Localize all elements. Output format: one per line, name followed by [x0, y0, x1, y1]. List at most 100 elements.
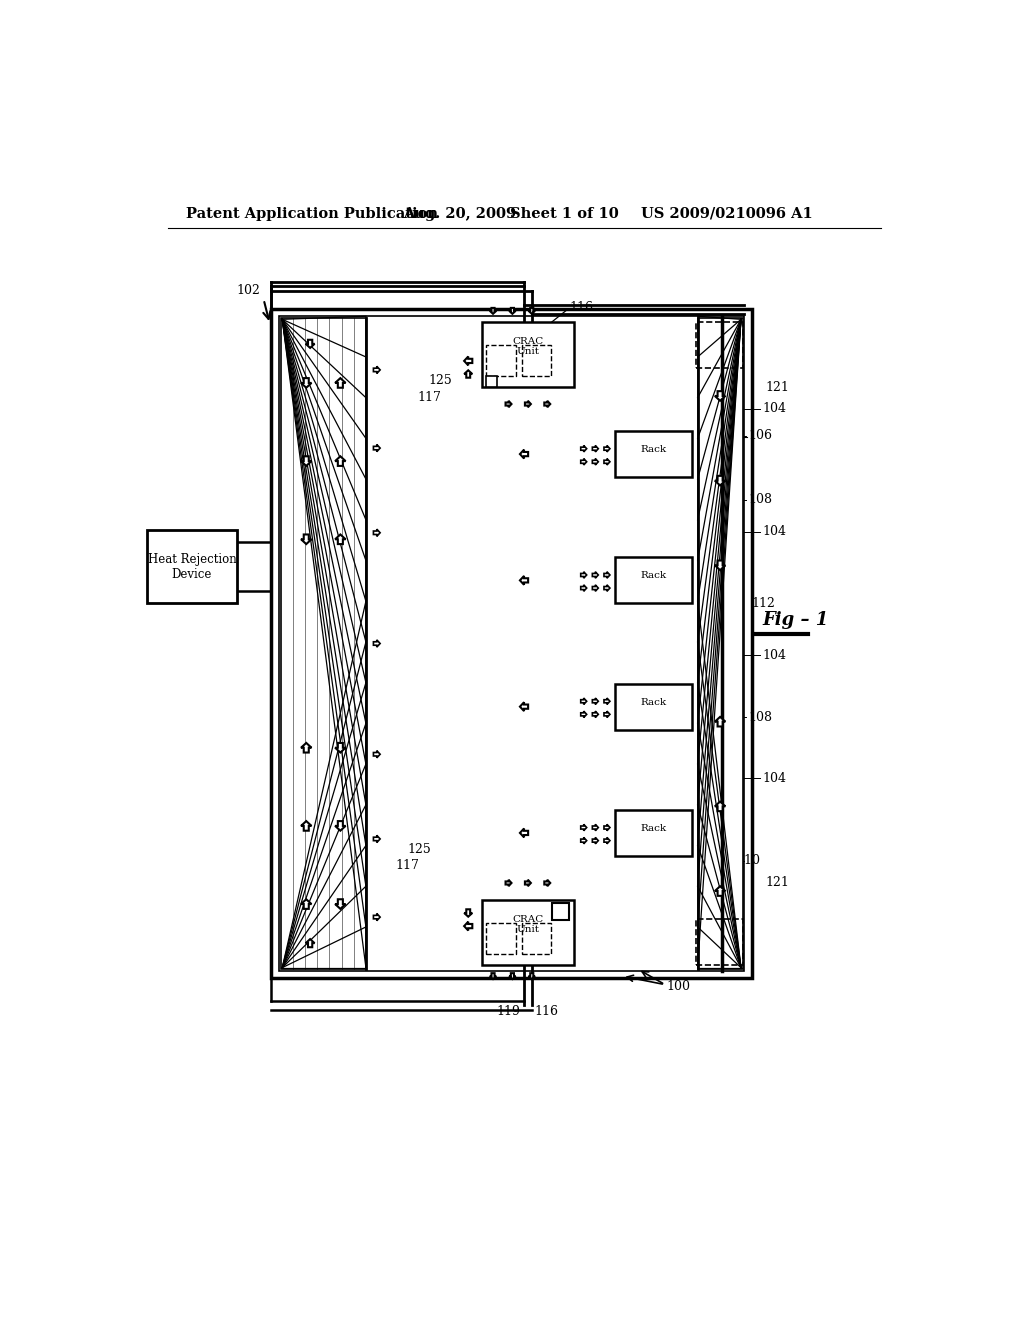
Bar: [696, 322, 742, 368]
Polygon shape: [715, 801, 725, 812]
Text: 114: 114: [713, 585, 737, 598]
Bar: [614, 684, 692, 730]
Text: 117: 117: [417, 391, 441, 404]
Polygon shape: [335, 378, 345, 388]
Bar: [696, 919, 742, 965]
Text: 116: 116: [569, 301, 594, 314]
Polygon shape: [301, 899, 311, 909]
Polygon shape: [509, 973, 516, 979]
Polygon shape: [509, 308, 516, 314]
Bar: [482, 900, 573, 965]
Polygon shape: [581, 824, 587, 830]
Polygon shape: [301, 457, 311, 466]
Polygon shape: [604, 572, 610, 578]
Polygon shape: [604, 585, 610, 591]
Polygon shape: [301, 378, 311, 388]
Bar: [280, 317, 744, 970]
Polygon shape: [335, 899, 345, 909]
Text: 116: 116: [535, 1005, 559, 1018]
Text: CRAC
Unit: CRAC Unit: [512, 915, 544, 935]
Polygon shape: [301, 743, 311, 752]
Text: 125: 125: [407, 843, 431, 857]
Bar: [486, 923, 515, 954]
Text: 110: 110: [736, 854, 761, 867]
Bar: [521, 345, 551, 376]
Polygon shape: [604, 698, 610, 705]
Text: 104: 104: [762, 525, 786, 539]
Text: Fig – 1: Fig – 1: [762, 611, 828, 630]
Polygon shape: [545, 879, 550, 886]
Polygon shape: [464, 371, 472, 378]
Polygon shape: [506, 401, 512, 408]
Polygon shape: [592, 711, 598, 718]
Polygon shape: [581, 572, 587, 578]
Polygon shape: [520, 576, 528, 585]
Polygon shape: [592, 585, 598, 591]
Polygon shape: [604, 458, 610, 465]
Polygon shape: [374, 751, 380, 758]
Text: 117: 117: [395, 859, 419, 871]
Polygon shape: [301, 821, 311, 830]
Polygon shape: [374, 836, 380, 842]
Polygon shape: [506, 879, 512, 886]
Bar: [486, 376, 497, 387]
Polygon shape: [581, 458, 587, 465]
Polygon shape: [592, 837, 598, 843]
Polygon shape: [581, 698, 587, 705]
Polygon shape: [592, 445, 598, 451]
Polygon shape: [715, 561, 725, 570]
Polygon shape: [581, 445, 587, 451]
Text: 104: 104: [762, 403, 786, 416]
Polygon shape: [581, 837, 587, 843]
Polygon shape: [520, 829, 528, 837]
Polygon shape: [528, 973, 535, 979]
Bar: [486, 345, 515, 376]
Bar: [614, 810, 692, 857]
Polygon shape: [604, 824, 610, 830]
Bar: [281, 318, 366, 969]
Text: CRAC
Unit: CRAC Unit: [512, 337, 544, 356]
Text: US 2009/0210096 A1: US 2009/0210096 A1: [641, 207, 813, 220]
Polygon shape: [335, 535, 345, 544]
Text: 108: 108: [748, 492, 772, 506]
Polygon shape: [335, 457, 345, 466]
Polygon shape: [604, 445, 610, 451]
Text: 102: 102: [237, 284, 260, 297]
Bar: [614, 430, 692, 478]
Polygon shape: [301, 535, 311, 544]
Polygon shape: [374, 529, 380, 536]
Polygon shape: [374, 640, 380, 647]
Text: 125: 125: [429, 374, 453, 387]
Text: Rack: Rack: [640, 445, 667, 454]
Polygon shape: [592, 572, 598, 578]
Bar: [521, 923, 551, 954]
Polygon shape: [489, 973, 497, 979]
Text: Heat Rejection
Device: Heat Rejection Device: [147, 553, 237, 581]
Text: Aug. 20, 2009: Aug. 20, 2009: [403, 207, 516, 220]
Polygon shape: [374, 367, 380, 374]
Polygon shape: [715, 391, 725, 401]
Bar: [552, 903, 569, 920]
Polygon shape: [528, 308, 535, 314]
Text: 121: 121: [765, 875, 788, 888]
Text: 112: 112: [752, 597, 776, 610]
Polygon shape: [520, 702, 528, 711]
Text: 104: 104: [762, 648, 786, 661]
Text: 104: 104: [762, 772, 786, 785]
Bar: [147, 529, 237, 603]
Polygon shape: [592, 458, 598, 465]
Polygon shape: [335, 743, 345, 752]
Text: 106: 106: [748, 429, 772, 442]
Bar: [614, 557, 692, 603]
Bar: [697, 318, 742, 969]
Text: 108: 108: [748, 711, 772, 723]
Polygon shape: [581, 585, 587, 591]
Polygon shape: [464, 909, 472, 916]
Polygon shape: [715, 717, 725, 726]
Bar: [271, 309, 752, 978]
Polygon shape: [525, 401, 530, 408]
Polygon shape: [604, 711, 610, 718]
Text: 122: 122: [293, 748, 316, 762]
Polygon shape: [374, 445, 380, 451]
Polygon shape: [374, 913, 380, 921]
